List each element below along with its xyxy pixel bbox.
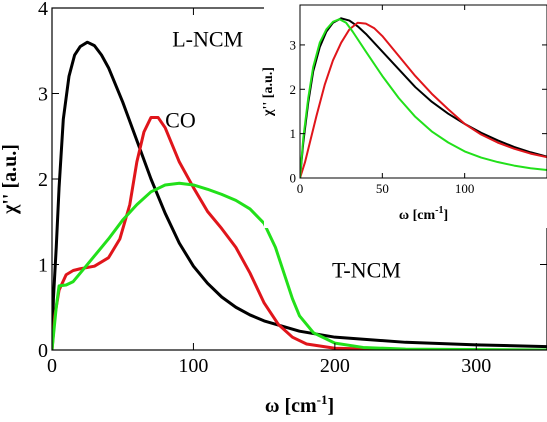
- inset-x-axis-label-end: ]: [443, 208, 448, 223]
- inset-series-line-3: [300, 18, 547, 178]
- inset-x-tick-label: 50: [376, 181, 389, 196]
- main-y-ticks: 0 1 2 3 4: [38, 0, 547, 362]
- main-series-group: [52, 40, 547, 350]
- main-annotations: L-NCM CO T-NCM: [165, 26, 401, 282]
- inset-x-axis-label: ω [cm-1]: [399, 205, 448, 223]
- main-y-tick-label: 3: [38, 84, 48, 106]
- main-series-line-t-ncm: [52, 181, 547, 350]
- inset-y-tick-label: 2: [290, 82, 297, 97]
- main-x-axis-label-sup: -1: [317, 392, 328, 407]
- annotation-t-ncm: T-NCM: [332, 257, 401, 282]
- inset-x-axis-label-text: ω [cm: [399, 208, 436, 223]
- inset-series-line-2: [300, 21, 547, 178]
- main-x-tick-label: 100: [178, 355, 208, 377]
- inset-y-axis-label: χ'' [a.u.]: [261, 67, 276, 117]
- main-y-tick-label: 1: [38, 255, 48, 277]
- main-x-tick-label: 0: [47, 355, 57, 377]
- inset-plot-frame: [299, 4, 547, 179]
- inset-y-ticks: 0 1 2 3: [290, 37, 547, 186]
- inset-y-tick-label: 1: [290, 126, 297, 141]
- main-x-axis-label-text: ω [cm: [265, 395, 317, 417]
- main-y-tick-label: 4: [38, 0, 48, 20]
- main-x-ticks: 0 100 200 300: [47, 8, 491, 377]
- inset-x-ticks: 0 50 100: [297, 5, 475, 196]
- inset-series-group: [300, 17, 547, 178]
- inset-x-tick-label: 0: [297, 181, 304, 196]
- annotation-co: CO: [165, 108, 196, 133]
- inset-series-line-1: [300, 17, 547, 178]
- inset-y-tick-label: 3: [290, 37, 297, 52]
- inset-x-axis-label-sup: -1: [435, 205, 443, 216]
- main-x-tick-label: 300: [461, 355, 491, 377]
- inset-y-tick-label: 0: [290, 171, 297, 186]
- main-y-tick-label: 0: [38, 340, 48, 362]
- main-x-axis-label-end: ]: [328, 395, 335, 417]
- main-series-line-co: [52, 115, 547, 350]
- inset-chart: 0 50 100 0 1 2 3 ω [cm-1] χ'' [a.u.]: [261, 3, 547, 228]
- main-x-tick-label: 200: [320, 355, 350, 377]
- inset-background: [264, 3, 547, 228]
- main-y-tick-label: 2: [38, 169, 48, 191]
- inset-x-tick-label: 100: [455, 181, 475, 196]
- main-y-axis-label: χ'' [a.u.]: [0, 144, 21, 215]
- main-x-axis-label: ω [cm-1]: [265, 392, 334, 417]
- annotation-l-ncm: L-NCM: [172, 26, 243, 51]
